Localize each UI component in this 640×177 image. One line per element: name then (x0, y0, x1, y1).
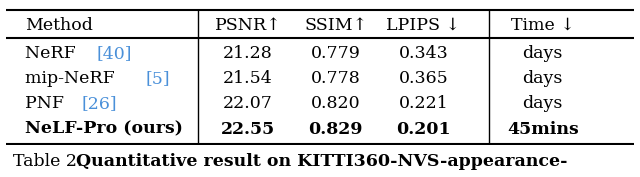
Text: days: days (522, 45, 563, 62)
Text: 22.55: 22.55 (221, 121, 275, 138)
Text: 21.54: 21.54 (223, 70, 273, 87)
Text: NeRF: NeRF (25, 45, 81, 62)
Text: 21.28: 21.28 (223, 45, 273, 62)
Text: 0.221: 0.221 (399, 95, 449, 112)
Text: 0.829: 0.829 (308, 121, 363, 138)
Text: PSNR↑: PSNR↑ (214, 17, 281, 34)
Text: 0.365: 0.365 (399, 70, 449, 87)
Text: days: days (522, 95, 563, 112)
Text: SSIM↑: SSIM↑ (304, 17, 367, 34)
Text: mip-NeRF: mip-NeRF (25, 70, 120, 87)
Text: 0.820: 0.820 (311, 95, 360, 112)
Text: Method: Method (25, 17, 93, 34)
Text: 0.778: 0.778 (311, 70, 360, 87)
Text: LPIPS ↓: LPIPS ↓ (387, 17, 461, 34)
Text: 0.201: 0.201 (396, 121, 451, 138)
Text: [26]: [26] (81, 95, 117, 112)
Text: NeLF-Pro (ours): NeLF-Pro (ours) (25, 121, 183, 138)
Text: 22.07: 22.07 (223, 95, 273, 112)
Text: PNF: PNF (25, 95, 70, 112)
Text: Time ↓: Time ↓ (511, 17, 575, 34)
Text: Quantitative result on KITTI360-NVS-appearance-: Quantitative result on KITTI360-NVS-appe… (64, 153, 568, 170)
Text: 0.343: 0.343 (399, 45, 449, 62)
Text: [5]: [5] (146, 70, 170, 87)
Text: 0.779: 0.779 (311, 45, 360, 62)
Text: 45mins: 45mins (507, 121, 579, 138)
Text: [40]: [40] (97, 45, 132, 62)
Text: Table 2.: Table 2. (13, 153, 82, 170)
Text: days: days (522, 70, 563, 87)
